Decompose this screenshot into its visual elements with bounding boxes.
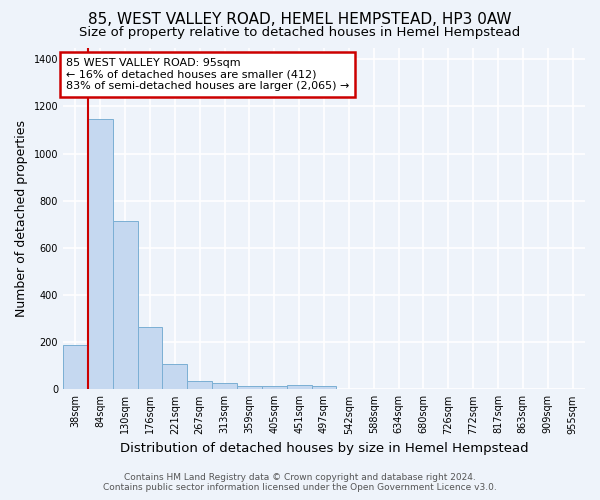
Bar — [88, 120, 113, 390]
X-axis label: Distribution of detached houses by size in Hemel Hempstead: Distribution of detached houses by size … — [120, 442, 529, 455]
Bar — [63, 344, 88, 390]
Bar — [187, 381, 212, 390]
Bar — [237, 386, 262, 390]
Bar — [287, 384, 311, 390]
Bar — [163, 364, 187, 390]
Bar — [262, 386, 287, 390]
Text: Size of property relative to detached houses in Hemel Hempstead: Size of property relative to detached ho… — [79, 26, 521, 39]
Bar — [113, 221, 137, 390]
Text: 85, WEST VALLEY ROAD, HEMEL HEMPSTEAD, HP3 0AW: 85, WEST VALLEY ROAD, HEMEL HEMPSTEAD, H… — [88, 12, 512, 28]
Bar — [212, 383, 237, 390]
Bar — [311, 386, 337, 390]
Text: 85 WEST VALLEY ROAD: 95sqm
← 16% of detached houses are smaller (412)
83% of sem: 85 WEST VALLEY ROAD: 95sqm ← 16% of deta… — [65, 58, 349, 91]
Bar — [137, 327, 163, 390]
Y-axis label: Number of detached properties: Number of detached properties — [15, 120, 28, 317]
Text: Contains HM Land Registry data © Crown copyright and database right 2024.
Contai: Contains HM Land Registry data © Crown c… — [103, 473, 497, 492]
